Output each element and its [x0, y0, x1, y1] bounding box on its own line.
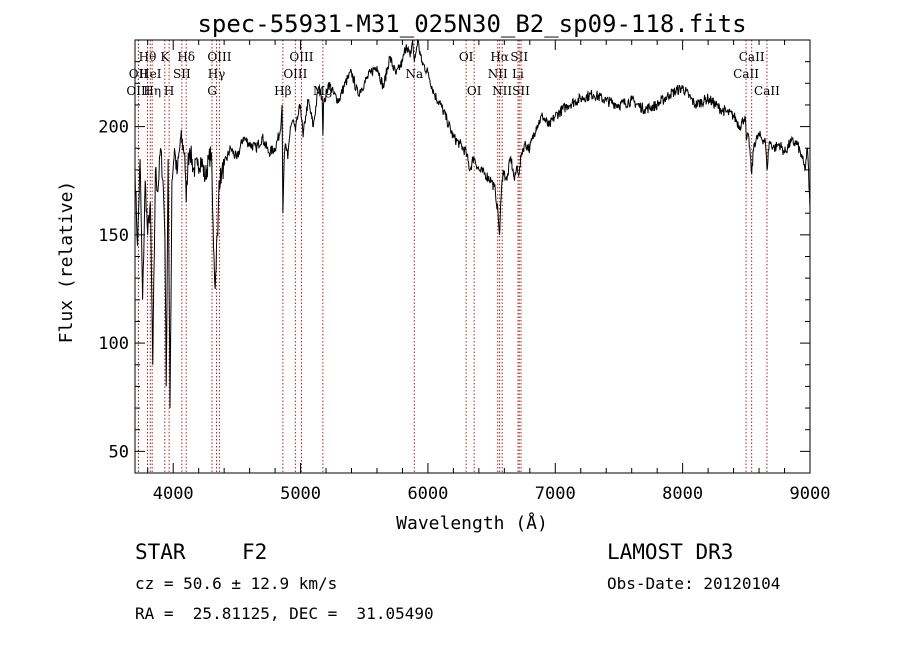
spectral-line-label: Hδ [177, 50, 195, 64]
spectral-line-label: Na [405, 67, 423, 81]
coordinates: RA = 25.81125, DEC = 31.05490 [135, 604, 434, 623]
spectral-line-label: Hη [143, 84, 161, 98]
spectral-line-label: OI [459, 50, 474, 64]
spectrum-trace [134, 38, 811, 409]
spectral-line-label: SII [173, 67, 191, 81]
spectral-line-label: OI [467, 84, 482, 98]
spectral-line-label: Hγ [208, 67, 226, 81]
y-axis-label: Flux (relative) [56, 181, 77, 344]
object-class: STAR [135, 540, 186, 564]
chart-title: spec-55931-M31_025N30_B2_sp09-118.fits [197, 10, 746, 38]
spectral-line-label: OIII [289, 50, 313, 64]
x-tick-label: 7000 [535, 484, 576, 504]
spectral-line-label: CaII [754, 84, 780, 98]
y-tick-label: 200 [98, 118, 129, 138]
spectral-line-label: HeI [139, 67, 162, 81]
x-tick-label: 6000 [407, 484, 448, 504]
x-tick-label: 5000 [280, 484, 321, 504]
spectral-line-label: SII [512, 84, 530, 98]
spectral-line-label: H [164, 84, 174, 98]
x-tick-label: 8000 [662, 484, 703, 504]
spectral-line-label: CaII [739, 50, 765, 64]
spectral-line-label: OIII [207, 50, 231, 64]
x-axis-label: Wavelength (Å) [396, 512, 548, 534]
y-tick-label: 150 [98, 226, 129, 246]
spectral-line-label: Hθ [139, 50, 157, 64]
spectral-line-label: Li [512, 67, 524, 81]
object-subclass: F2 [242, 540, 268, 564]
spectral-line-label: OIII [283, 67, 307, 81]
redshift-readout: cz = 50.6 ± 12.9 km/s [135, 574, 338, 593]
y-tick-label: 100 [98, 334, 129, 354]
plot-frame [134, 39, 811, 474]
spectral-line-label: Hβ [274, 84, 291, 98]
spectral-line-label: SII [510, 50, 528, 64]
spectral-line-label: NII [492, 84, 512, 98]
spectral-line-label: OII [129, 67, 149, 81]
obs-date: Obs-Date: 20120104 [607, 574, 781, 593]
y-tick-label: 50 [109, 442, 129, 462]
spectral-line-label: CaII [733, 67, 759, 81]
spectral-line-label: NII [488, 67, 508, 81]
x-tick-label: 9000 [790, 484, 831, 504]
spectral-line-label: Hα [490, 50, 509, 64]
spectral-line-label: OIII [126, 84, 150, 98]
survey-name: LAMOST DR3 [607, 540, 734, 564]
spectral-line-label: G [207, 84, 217, 98]
spectral-line-label: K [160, 50, 170, 64]
x-tick-label: 4000 [153, 484, 194, 504]
